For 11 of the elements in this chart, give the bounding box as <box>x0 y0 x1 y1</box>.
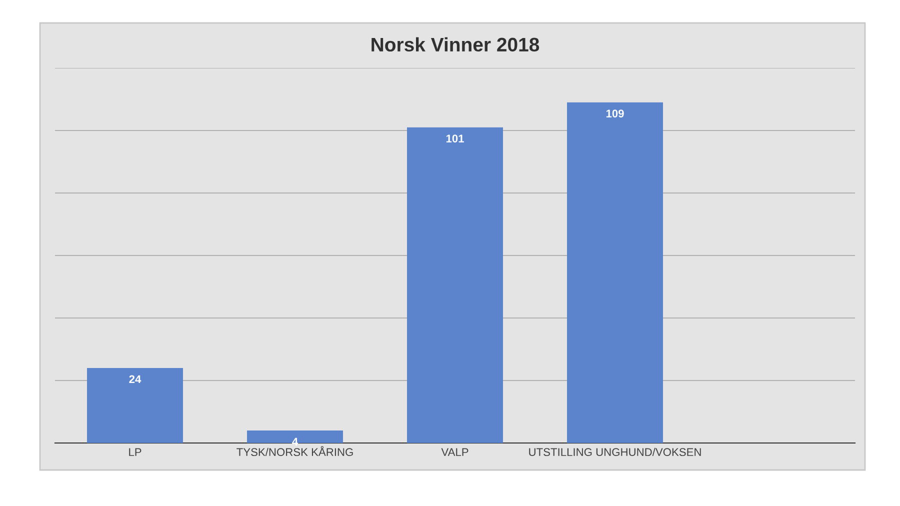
x-tick-label: UTSTILLING UNGHUND/VOKSEN <box>529 448 701 456</box>
data-label: 109 <box>606 110 624 118</box>
x-tick-label: VALP <box>441 448 468 456</box>
data-label: 101 <box>446 134 464 142</box>
x-tick-label: LP <box>129 448 142 456</box>
x-tick-label: TYSK/NORSK KÅRING <box>236 446 353 456</box>
data-label: 24 <box>129 375 142 383</box>
chart-title: Norsk Vinner 2018 <box>372 37 540 52</box>
bar <box>407 127 503 443</box>
bar <box>567 102 663 443</box>
bar <box>87 368 183 443</box>
